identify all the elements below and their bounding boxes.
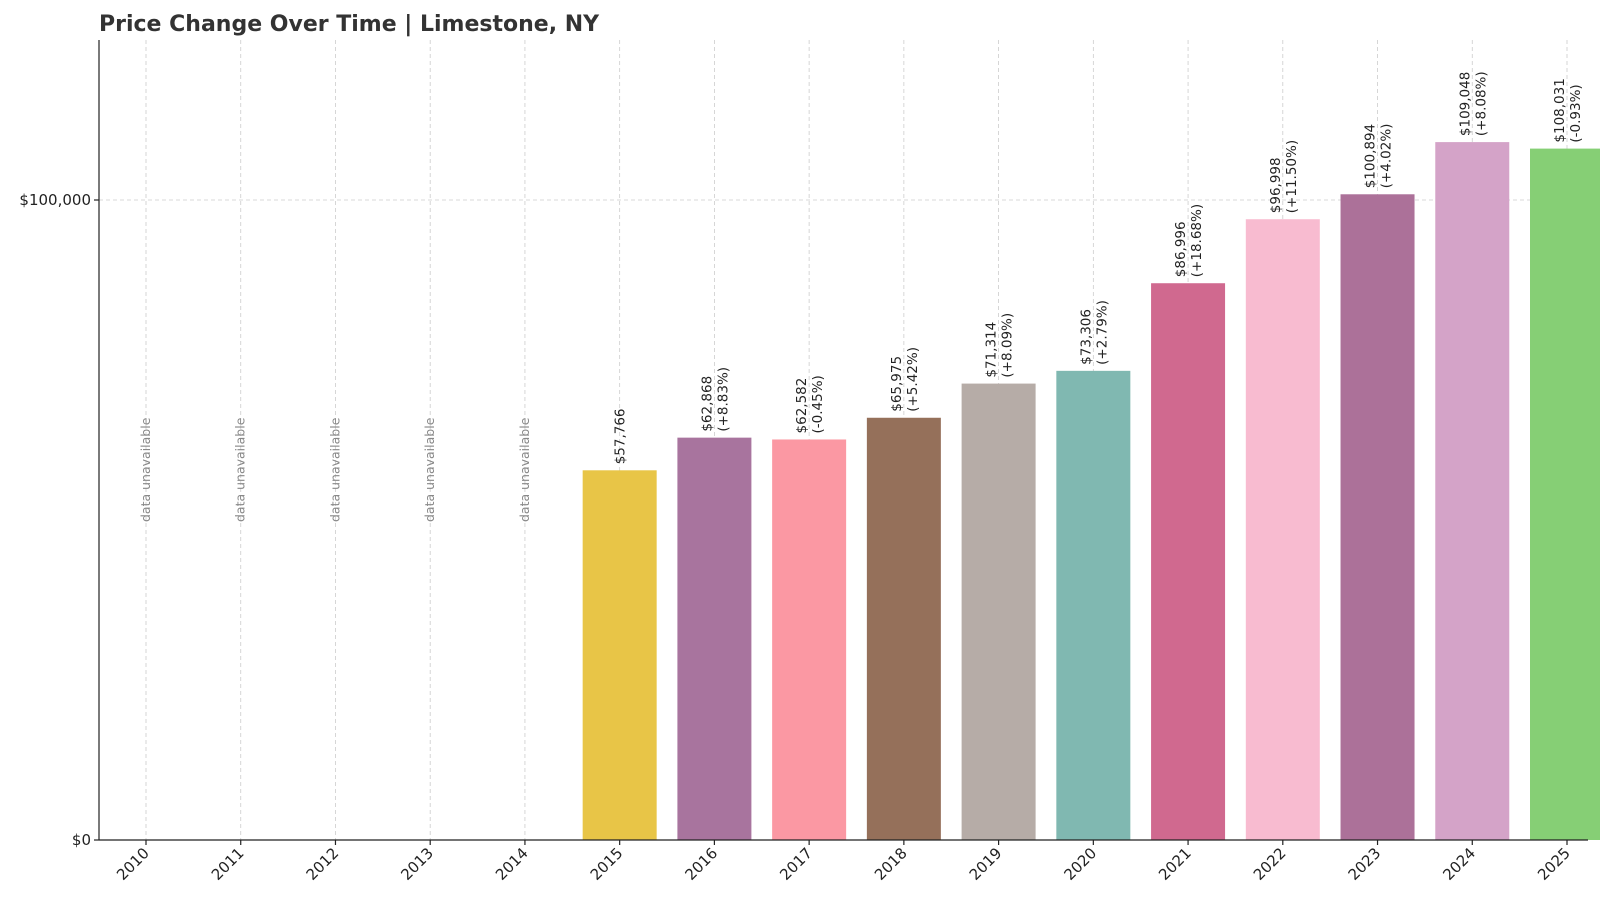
bar (677, 437, 752, 840)
x-tick-label: 2021 (1155, 844, 1195, 884)
x-tick-label: 2018 (871, 844, 911, 884)
bar-value-label: $62,868 (699, 376, 715, 432)
bar (772, 439, 847, 840)
y-tick-label: $0 (72, 831, 91, 849)
x-tick-label: 2012 (303, 844, 343, 884)
x-tick-label: 2017 (776, 844, 816, 884)
bar-change-label: (+8.08%) (1473, 71, 1489, 136)
bar-change-label: (-0.93%) (1568, 84, 1584, 142)
x-tick-label: 2020 (1060, 844, 1100, 884)
bar (1245, 219, 1320, 841)
bar (1340, 194, 1415, 841)
x-tick-label: 2010 (113, 844, 153, 884)
bar-change-label: (+4.02%) (1379, 124, 1395, 189)
bar-value-label: $71,314 (984, 322, 1000, 378)
y-tick-label: $100,000 (19, 191, 91, 209)
bar-change-label: (+2.79%) (1094, 300, 1110, 365)
bar-change-label: (+8.09%) (1000, 313, 1016, 378)
bar (961, 383, 1036, 840)
bar-change-label: (+18.68%) (1189, 204, 1205, 277)
bar-change-label: (+5.42%) (905, 347, 921, 412)
bar-change-label: (+11.50%) (1284, 140, 1300, 213)
data-unavailable-label: data unavailable (517, 417, 532, 522)
bar-value-label: $65,975 (889, 356, 905, 412)
x-tick-label: 2013 (397, 844, 437, 884)
x-tick-label: 2015 (587, 844, 627, 884)
data-unavailable-label: data unavailable (233, 417, 248, 522)
bar-value-label: $108,031 (1552, 78, 1568, 142)
bar-value-label: $100,894 (1363, 124, 1379, 188)
bar (1056, 370, 1131, 840)
data-unavailable-label: data unavailable (327, 417, 342, 522)
x-tick-label: 2025 (1534, 844, 1574, 884)
bar-labels-layer: data unavailable data unavailable data una… (138, 71, 1584, 522)
bar (1435, 142, 1510, 841)
x-tick-label: 2023 (1345, 844, 1385, 884)
chart-title: Price Change Over Time | Limestone, NY (99, 12, 600, 37)
x-tick-label: 2024 (1439, 844, 1479, 884)
bar-change-label: (-0.45%) (810, 375, 826, 433)
x-tick-label: 2019 (966, 844, 1006, 884)
bar-change-label: (+8.83%) (715, 367, 731, 432)
bar-value-label: $62,582 (794, 378, 810, 434)
bar (582, 470, 657, 840)
data-unavailable-label: data unavailable (138, 417, 153, 522)
bar-value-label: $86,996 (1173, 221, 1189, 277)
x-tick-label: 2014 (492, 844, 532, 884)
bar-value-label: $109,048 (1457, 72, 1473, 136)
x-tick-label: 2016 (681, 844, 721, 884)
bar-value-label: $96,998 (1268, 157, 1284, 213)
bar (1530, 148, 1600, 841)
axes-layer (98, 40, 1588, 841)
bar (866, 417, 941, 840)
bars-layer (582, 142, 1600, 841)
bar-value-label: $73,306 (1078, 309, 1094, 365)
data-unavailable-label: data unavailable (422, 417, 437, 522)
bar-value-label: $57,766 (613, 408, 629, 464)
x-tick-label: 2011 (208, 844, 248, 884)
bar (1151, 283, 1226, 840)
x-tick-label: 2022 (1250, 844, 1290, 884)
